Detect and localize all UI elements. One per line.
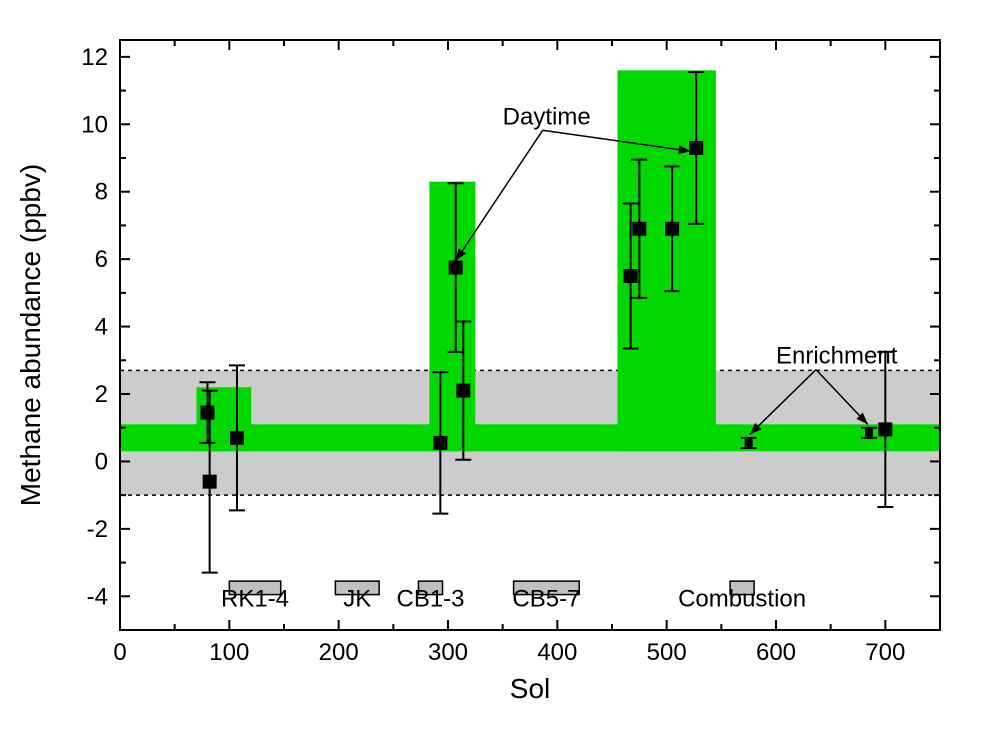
y-tick-label: 0 [95, 448, 108, 475]
data-point [745, 439, 753, 447]
enrichment-label: Enrichment [776, 343, 898, 370]
data-point [433, 436, 447, 450]
sample-marker-label: JK [343, 585, 371, 612]
y-tick-label: 4 [95, 314, 108, 341]
y-tick-label: 12 [81, 44, 108, 71]
y-tick-label: 2 [95, 381, 108, 408]
data-point [449, 261, 463, 275]
data-point [203, 475, 217, 489]
data-point [230, 431, 244, 445]
y-tick-label: -4 [87, 583, 108, 610]
x-tick-label: 100 [209, 639, 249, 666]
x-tick-label: 700 [865, 639, 905, 666]
sample-marker-label: CB5-7 [512, 585, 580, 612]
sample-marker-label: Combustion [678, 585, 806, 612]
data-point [624, 269, 638, 283]
spike-column [617, 70, 715, 451]
sample-marker-label: RK1-4 [221, 585, 289, 612]
chart-container: RK1-4JKCB1-3CB5-7Combustion0100200300400… [0, 0, 992, 744]
x-tick-label: 400 [537, 639, 577, 666]
y-tick-label: 6 [95, 246, 108, 273]
y-tick-label: 10 [81, 111, 108, 138]
sample-marker-label: CB1-3 [396, 585, 464, 612]
spike-column [429, 182, 475, 452]
data-point [665, 222, 679, 236]
data-point [878, 422, 892, 436]
data-point [689, 141, 703, 155]
data-point [632, 222, 646, 236]
x-axis-title: Sol [510, 673, 550, 704]
chart-svg: RK1-4JKCB1-3CB5-7Combustion0100200300400… [0, 0, 992, 744]
x-tick-label: 500 [647, 639, 687, 666]
y-tick-label: -2 [87, 516, 108, 543]
y-tick-label: 8 [95, 179, 108, 206]
x-tick-label: 600 [756, 639, 796, 666]
data-point [865, 429, 873, 437]
x-tick-label: 0 [113, 639, 126, 666]
x-tick-label: 200 [319, 639, 359, 666]
data-point [456, 384, 470, 398]
daytime-label: Daytime [503, 103, 591, 130]
y-axis-title: Methane abundance (ppbv) [15, 164, 46, 506]
x-tick-label: 300 [428, 639, 468, 666]
data-point [200, 406, 214, 420]
